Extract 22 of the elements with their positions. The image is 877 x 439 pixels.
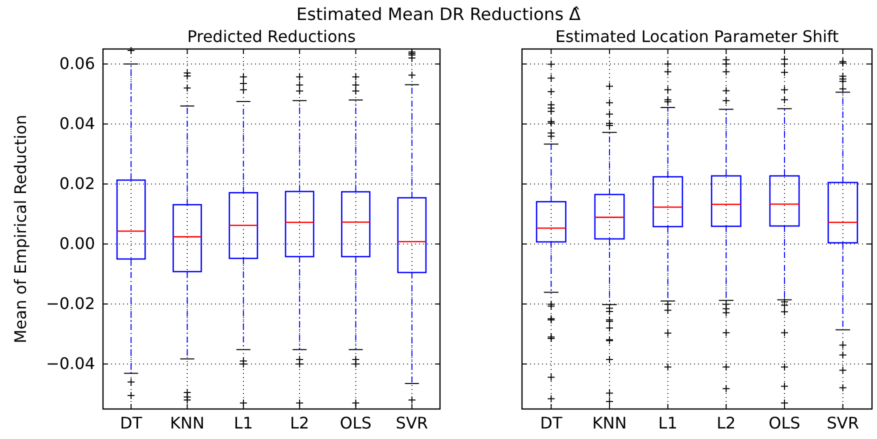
x-tick-label: KNN: [170, 413, 204, 432]
chart-subtitle: Predicted Reductions: [187, 27, 356, 46]
x-tick-label: DT: [120, 413, 142, 432]
x-tick-label: OLS: [768, 413, 800, 432]
chart-title: Estimated Mean DR Reductions Δ̂: [296, 5, 581, 25]
y-axis-title: Mean of Empirical Reduction: [11, 114, 30, 344]
y-tick-label: 0.04: [59, 114, 95, 134]
x-tick-label: DT: [540, 413, 562, 432]
x-tick-label: L1: [234, 413, 253, 432]
y-tick-label: −0.04: [46, 354, 95, 374]
chart-title: Estimated Location Parameter Shift: [555, 27, 839, 46]
y-tick-label: 0.06: [59, 54, 95, 74]
x-tick-label: L2: [716, 413, 736, 432]
y-tick-label: 0.02: [59, 174, 95, 194]
x-tick-label: L1: [658, 413, 678, 432]
x-tick-label: SVR: [396, 413, 428, 432]
y-tick-label: −0.02: [46, 294, 95, 314]
x-tick-label: OLS: [340, 413, 372, 432]
x-tick-label: KNN: [592, 413, 627, 432]
y-tick-label: 0.00: [59, 234, 95, 254]
x-tick-label: L2: [290, 413, 310, 432]
x-tick-label: SVR: [826, 413, 859, 432]
